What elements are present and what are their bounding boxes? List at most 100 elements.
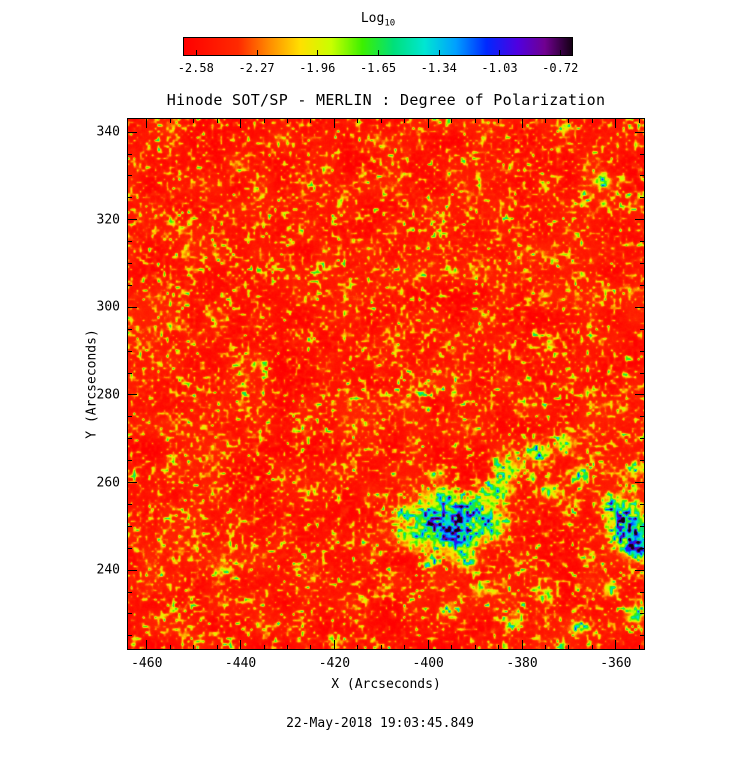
axis-tick-mark <box>146 119 148 128</box>
axis-tick-mark <box>640 197 644 199</box>
axis-tick-mark <box>640 350 644 352</box>
axis-tick-mark <box>128 525 132 527</box>
axis-tick-mark <box>263 119 265 123</box>
y-tick-label: 260 <box>96 475 120 491</box>
axis-tick-mark <box>640 328 644 330</box>
axis-tick-mark <box>640 635 644 637</box>
axis-tick-mark <box>615 640 617 649</box>
axis-tick-mark <box>240 640 242 649</box>
chart-title: Hinode SOT/SP - MERLIN : Degree of Polar… <box>166 91 606 109</box>
axis-tick-mark <box>169 119 171 123</box>
axis-tick-mark <box>451 645 453 649</box>
x-tick-label: -380 <box>506 656 538 671</box>
axis-tick-mark <box>640 547 644 549</box>
axis-tick-mark <box>638 119 640 123</box>
colorbar-tick-label: -2.27 <box>238 61 275 75</box>
colorbar-tick-mark <box>317 50 319 55</box>
axis-tick-mark <box>615 119 617 128</box>
axis-tick-mark <box>640 460 644 462</box>
axis-tick-mark <box>640 372 644 374</box>
axis-tick-mark <box>640 153 644 155</box>
colorbar-tick-mark <box>560 50 562 55</box>
axis-tick-mark <box>216 119 218 123</box>
axis-tick-mark <box>286 645 288 649</box>
plot-area <box>127 118 645 650</box>
colorbar-title: Log10 <box>361 11 395 29</box>
axis-tick-mark <box>635 306 644 308</box>
axis-tick-mark <box>640 175 644 177</box>
colorbar-tick-label: -1.65 <box>359 61 397 75</box>
axis-tick-mark <box>357 645 359 649</box>
axis-tick-mark <box>128 438 132 440</box>
axis-tick-mark <box>193 645 195 649</box>
colorbar-title-subscript: 10 <box>384 18 396 29</box>
colorbar-tick-label: -2.58 <box>177 61 214 75</box>
axis-tick-mark <box>638 645 640 649</box>
axis-tick-mark <box>310 645 312 649</box>
axis-tick-mark <box>640 525 644 527</box>
axis-tick-mark <box>427 119 429 128</box>
axis-tick-mark <box>128 372 132 374</box>
axis-tick-mark <box>128 131 137 133</box>
axis-tick-mark <box>568 119 570 123</box>
heatmap-canvas <box>128 119 644 649</box>
axis-tick-mark <box>128 482 137 484</box>
axis-tick-mark <box>128 503 132 505</box>
axis-tick-mark <box>591 119 593 123</box>
axis-tick-mark <box>240 119 242 128</box>
colorbar-tick-mark <box>256 50 258 55</box>
axis-tick-mark <box>640 241 644 243</box>
axis-tick-mark <box>263 645 265 649</box>
axis-tick-mark <box>128 263 132 265</box>
axis-tick-mark <box>544 119 546 123</box>
axis-tick-mark <box>427 640 429 649</box>
axis-tick-mark <box>498 645 500 649</box>
x-tick-label: -420 <box>318 656 351 671</box>
axis-tick-mark <box>128 460 132 462</box>
axis-tick-mark <box>635 394 644 396</box>
axis-tick-mark <box>169 645 171 649</box>
colorbar <box>183 37 573 56</box>
axis-tick-mark <box>333 640 335 649</box>
axis-tick-mark <box>128 416 132 418</box>
axis-tick-mark <box>128 306 137 308</box>
axis-tick-mark <box>640 503 644 505</box>
axis-tick-mark <box>128 175 132 177</box>
timestamp: 22-May-2018 19:03:45.849 <box>286 716 474 731</box>
colorbar-tick-mark <box>378 50 379 55</box>
axis-tick-mark <box>640 263 644 265</box>
y-tick-label: 340 <box>96 124 120 140</box>
axis-tick-mark <box>128 350 132 352</box>
x-tick-label: -460 <box>131 656 163 671</box>
y-tick-label: 320 <box>96 212 120 228</box>
axis-tick-mark <box>404 119 406 123</box>
axis-tick-mark <box>521 640 523 649</box>
x-tick-label: -440 <box>224 656 257 671</box>
axis-tick-mark <box>474 119 476 123</box>
colorbar-tick-mark <box>499 50 501 55</box>
colorbar-tick-label: -1.34 <box>420 61 457 75</box>
axis-tick-mark <box>128 328 132 330</box>
axis-tick-mark <box>146 640 148 649</box>
axis-tick-mark <box>568 645 570 649</box>
axis-tick-mark <box>640 613 644 615</box>
axis-tick-mark <box>498 119 500 123</box>
x-tick-label: -400 <box>412 656 444 671</box>
axis-tick-mark <box>310 119 312 123</box>
axis-tick-mark <box>128 635 132 637</box>
axis-tick-mark <box>544 645 546 649</box>
axis-tick-mark <box>640 284 644 286</box>
axis-tick-mark <box>128 613 132 615</box>
axis-tick-mark <box>216 645 218 649</box>
axis-tick-mark <box>521 119 523 128</box>
y-tick-label: 240 <box>96 562 120 578</box>
y-tick-label: 280 <box>96 387 120 403</box>
y-axis-label: Y (Arcseconds) <box>84 329 100 439</box>
axis-tick-mark <box>357 119 359 123</box>
axis-tick-mark <box>640 591 644 593</box>
axis-tick-mark <box>640 416 644 418</box>
y-tick-label: 300 <box>96 299 120 315</box>
axis-tick-mark <box>128 241 132 243</box>
axis-tick-mark <box>128 219 137 221</box>
